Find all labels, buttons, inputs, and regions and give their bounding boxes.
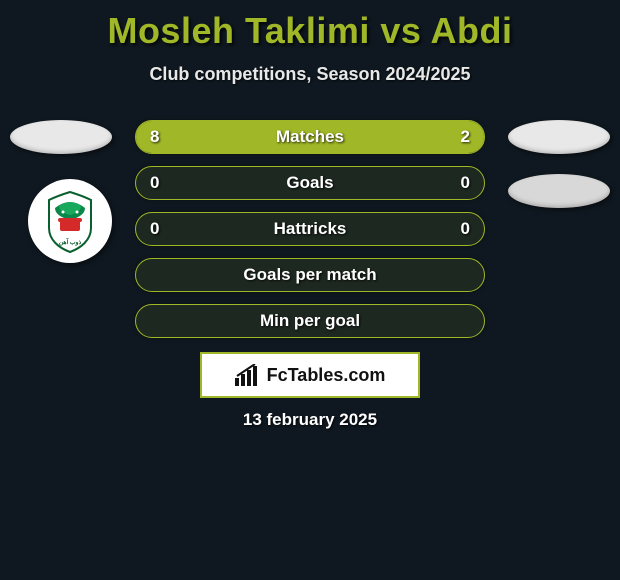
brand-text: FcTables.com xyxy=(267,365,386,386)
stat-row-matches: 8 Matches 2 xyxy=(135,120,485,154)
stat-value-right: 2 xyxy=(461,121,470,153)
page-title: Mosleh Taklimi vs Abdi xyxy=(0,0,620,52)
stat-label: Min per goal xyxy=(136,305,484,337)
player-left-club-badge: ذوب آهن xyxy=(28,179,112,263)
stat-label: Hattricks xyxy=(136,213,484,245)
brand-box[interactable]: FcTables.com xyxy=(200,352,420,398)
stat-value-right: 0 xyxy=(461,213,470,245)
stat-row-goals-per-match: Goals per match xyxy=(135,258,485,292)
player-right-avatar-placeholder xyxy=(508,120,610,154)
brand-bars-icon xyxy=(235,364,261,386)
stat-label: Goals per match xyxy=(136,259,484,291)
stat-row-goals: 0 Goals 0 xyxy=(135,166,485,200)
stat-label: Goals xyxy=(136,167,484,199)
player-right-club-placeholder xyxy=(508,174,610,208)
stat-value-right: 0 xyxy=(461,167,470,199)
stat-row-hattricks: 0 Hattricks 0 xyxy=(135,212,485,246)
page-subtitle: Club competitions, Season 2024/2025 xyxy=(0,64,620,85)
stat-label: Matches xyxy=(136,121,484,153)
svg-text:ذوب آهن: ذوب آهن xyxy=(59,238,82,246)
date-text: 13 february 2025 xyxy=(0,410,620,430)
stats-bars: 8 Matches 2 0 Goals 0 0 Hattricks 0 Goal… xyxy=(135,120,485,350)
club-crest-icon: ذوب آهن xyxy=(35,186,105,256)
comparison-card: Mosleh Taklimi vs Abdi Club competitions… xyxy=(0,0,620,580)
player-left-avatar-placeholder xyxy=(10,120,112,154)
stat-row-min-per-goal: Min per goal xyxy=(135,304,485,338)
